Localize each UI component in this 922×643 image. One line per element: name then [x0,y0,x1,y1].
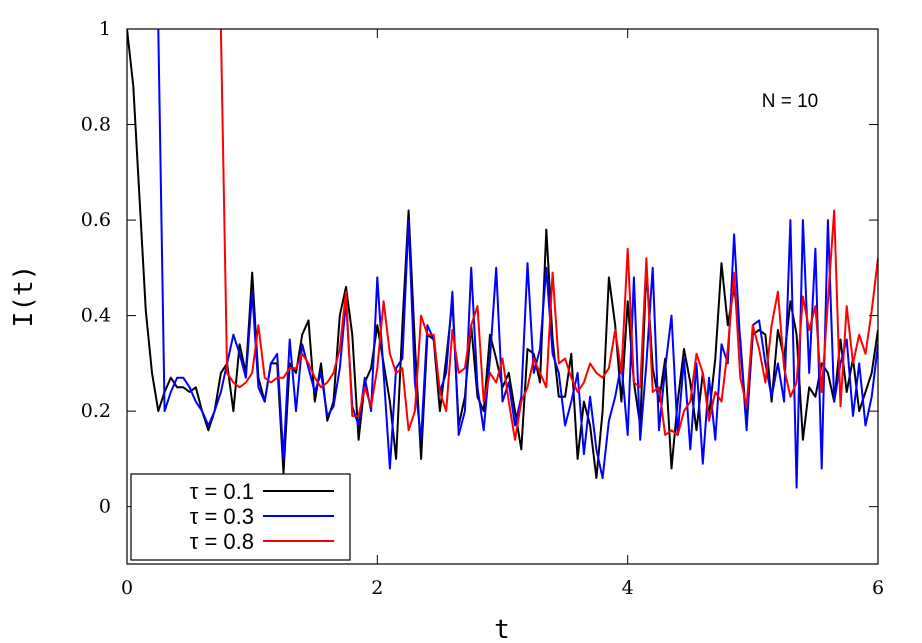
y-tick-label: 1 [99,18,111,40]
series-layer [127,29,878,489]
y-tick-label: 0.8 [81,114,111,136]
y-tick-label: 0.4 [81,305,111,327]
y-tick-label: 0.2 [81,400,111,422]
x-tick-label: 0 [121,577,133,599]
series-line-3 [219,29,878,441]
x-tick-label: 4 [622,577,634,599]
legend-label: τ = 0.1 [190,479,254,504]
x-tick-label: 6 [872,577,884,599]
plot-frame [126,28,879,565]
y-axis-label: I(t) [9,265,39,328]
legend-label: τ = 0.8 [190,529,254,554]
x-axis-label: t [494,615,510,643]
annotation: N = 10 [762,91,819,112]
legend: τ = 0.1τ = 0.3τ = 0.8 [130,473,351,561]
y-tick-label: 0.6 [81,209,111,231]
y-tick-label: 0 [99,496,111,518]
legend-label: τ = 0.3 [190,504,254,529]
series-line-2 [157,29,878,489]
x-tick-label: 2 [371,577,383,599]
